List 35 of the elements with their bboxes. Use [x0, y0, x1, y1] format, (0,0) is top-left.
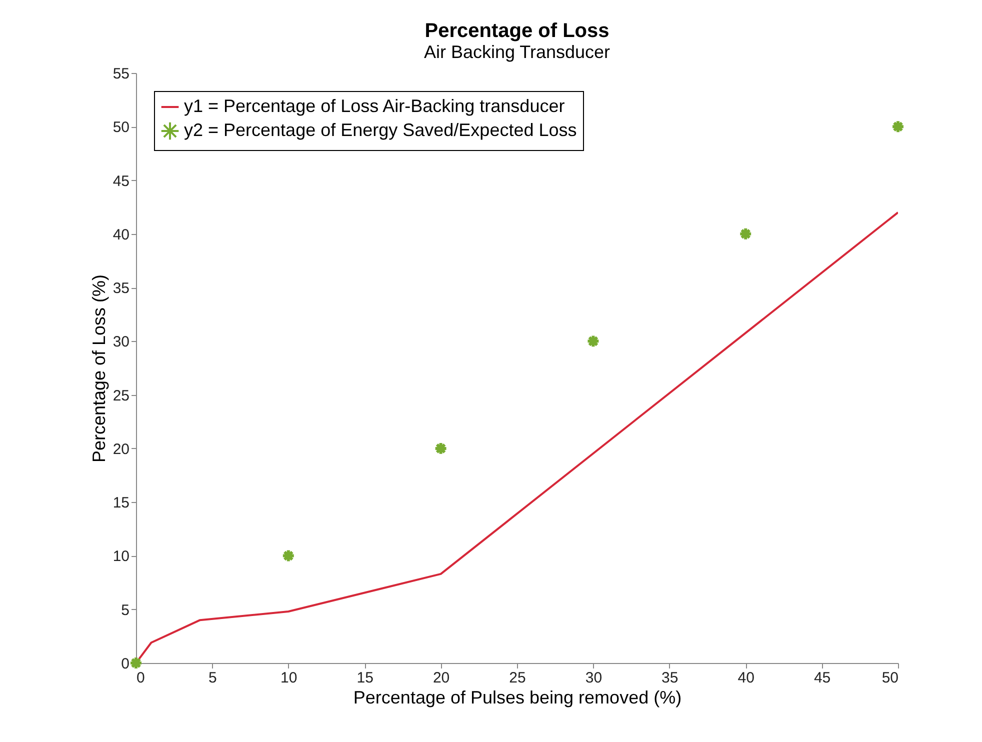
y-tick-label: 20 — [112, 440, 130, 458]
legend-label: y2 = Percentage of Energy Saved/Expected Loss — [184, 120, 577, 140]
point — [434, 441, 448, 456]
legend-label: y1 = Percentage of Loss Air-Backing transducer — [184, 96, 565, 116]
y-tick-label: 35 — [112, 280, 130, 298]
y-tick-label: 45 — [112, 172, 130, 190]
point — [891, 120, 905, 134]
y-tick-label: 5 — [121, 602, 130, 619]
y-tick-label: 15 — [112, 494, 130, 512]
x-tick-label: 15 — [356, 670, 374, 686]
point — [586, 334, 600, 348]
point — [281, 548, 296, 563]
x-axis-title: Percentage of Pulses being removed (%) — [353, 688, 682, 708]
x-tick-label: 20 — [432, 670, 450, 686]
x-tick-label: 5 — [208, 670, 217, 686]
x-tick-label: 25 — [509, 670, 526, 686]
y-tick-label: 50 — [112, 119, 130, 136]
x-tick-label: 50 — [882, 670, 898, 686]
y-tick-label: 10 — [112, 548, 130, 566]
x-tick-label: 35 — [662, 670, 678, 686]
y-tick-label: 25 — [112, 387, 130, 404]
point — [129, 656, 143, 670]
chart-subtitle: Air Backing Transducer — [424, 42, 610, 62]
x-tick-label: 45 — [814, 670, 831, 686]
y-axis-title: Percentage of Loss (%) — [88, 274, 109, 463]
x-tick-label: 10 — [280, 670, 298, 686]
x-tick-label: 30 — [585, 670, 602, 686]
y-tick-label: 40 — [112, 226, 130, 244]
y-tick-label: 55 — [112, 66, 130, 82]
x-tick-label: 40 — [738, 670, 754, 686]
x-tick-label: 0 — [136, 670, 145, 686]
y-tick-label: 0 — [121, 656, 130, 672]
chart-title: Percentage of Loss — [424, 20, 610, 42]
y-tick-label: 30 — [112, 334, 130, 351]
point — [738, 226, 753, 241]
